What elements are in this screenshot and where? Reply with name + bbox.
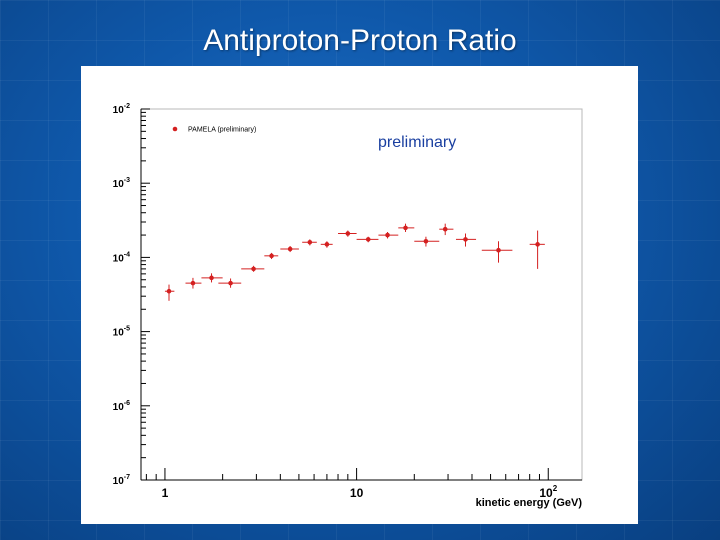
- point-marker: [345, 231, 351, 236]
- point-marker: [385, 232, 390, 238]
- data-point: [218, 278, 242, 288]
- y-tick-label: 10-7: [113, 474, 130, 487]
- y-tick-label: 10-2: [113, 103, 130, 116]
- data-point: [302, 239, 317, 246]
- data-point: [455, 233, 477, 247]
- point-marker: [403, 225, 408, 231]
- ratio-chart: 10-2 10-3 10-4 10-5 10-6 10-7 1 10 102 PAMELA (…: [113, 103, 583, 509]
- point-marker: [269, 253, 274, 259]
- data-point: [414, 236, 440, 247]
- y-tick-label: 10-3: [113, 177, 130, 190]
- legend-marker: [172, 126, 178, 132]
- plot-area-border: [140, 108, 583, 481]
- legend-entry-label: PAMELA (preliminary): [188, 127, 256, 134]
- point-marker: [228, 280, 233, 286]
- point-marker: [190, 280, 196, 286]
- data-point: [398, 223, 415, 232]
- data-point: [338, 230, 357, 237]
- data-point: [356, 236, 379, 243]
- point-marker: [365, 237, 371, 242]
- data-point: [529, 230, 545, 269]
- y-tick-label: 10-4: [113, 251, 130, 264]
- point-marker: [496, 247, 501, 253]
- data-points: [164, 223, 545, 301]
- data-point: [280, 246, 299, 253]
- x-tick-label: 10: [350, 486, 364, 500]
- y-axis-tick-labels: 10-2 10-3 10-4 10-5 10-6 10-7: [113, 103, 130, 487]
- data-point: [439, 223, 454, 236]
- y-axis-ticks: [141, 108, 150, 481]
- point-marker: [209, 275, 214, 281]
- point-marker: [251, 266, 256, 272]
- data-point: [320, 241, 333, 248]
- legend: PAMELA (preliminary): [172, 126, 256, 134]
- y-tick-label: 10-5: [113, 326, 130, 339]
- point-marker: [535, 242, 540, 247]
- plot-panel: 10-2 10-3 10-4 10-5 10-6 10-7 1 10 102 PAMELA (…: [81, 66, 638, 524]
- point-marker: [442, 226, 448, 232]
- data-point: [264, 252, 279, 260]
- data-point: [201, 273, 223, 283]
- point-marker: [324, 242, 330, 247]
- data-point: [378, 231, 399, 239]
- x-axis-ticks: [145, 468, 549, 480]
- slide-title: Antiproton-Proton Ratio: [203, 24, 517, 57]
- point-marker: [307, 239, 313, 245]
- data-point: [185, 277, 202, 289]
- point-marker: [423, 238, 429, 244]
- point-marker: [463, 237, 468, 242]
- x-axis-title: kinetic energy (GeV): [476, 497, 583, 509]
- data-point: [481, 241, 513, 263]
- preliminary-annotation: preliminary: [378, 134, 456, 151]
- point-marker: [166, 288, 172, 294]
- x-tick-label: 102: [539, 484, 557, 500]
- y-tick-label: 10-6: [113, 400, 130, 413]
- x-tick-label: 1: [162, 486, 169, 500]
- data-point: [241, 265, 265, 272]
- data-point: [164, 284, 175, 301]
- point-marker: [287, 246, 293, 252]
- x-axis-tick-labels: 1 10 102: [162, 484, 558, 500]
- plot-frame: [140, 108, 583, 481]
